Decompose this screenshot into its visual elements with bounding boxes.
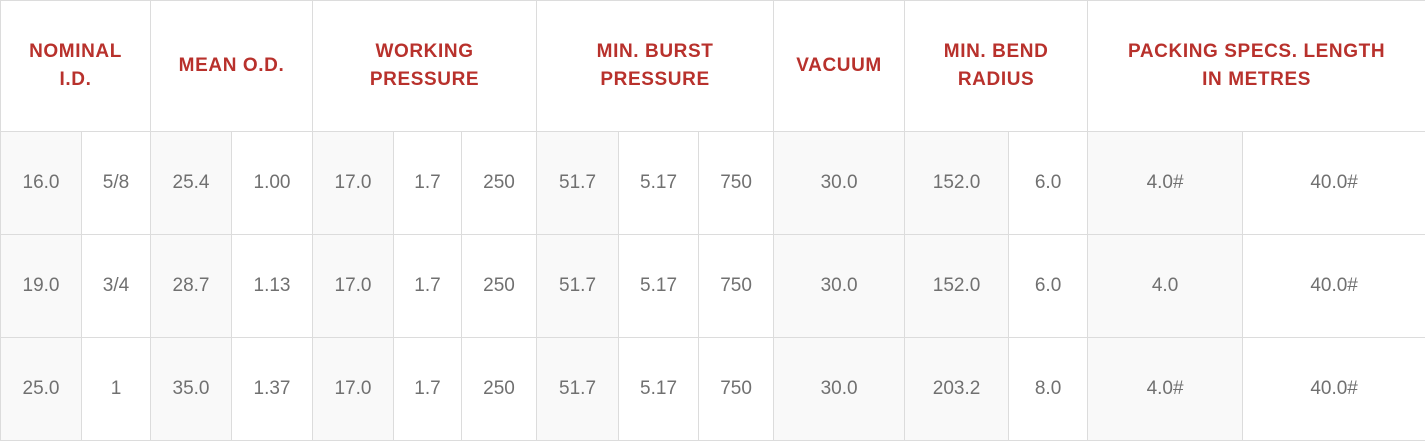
- header-row: NOMINAL I.D. MEAN O.D. WORKING PRESSURE …: [0, 0, 1425, 132]
- table-cell: 6.0: [1008, 234, 1089, 338]
- table-cell: 1.37: [231, 337, 314, 441]
- table-cell: 30.0: [773, 337, 906, 441]
- header-text: RADIUS: [957, 69, 1035, 90]
- table-cell: 250: [461, 337, 538, 441]
- table-cell: 4.0#: [1087, 131, 1244, 235]
- table-cell: 152.0: [904, 234, 1010, 338]
- table-cell: 40.0#: [1242, 131, 1425, 235]
- table-cell: 5.17: [618, 337, 700, 441]
- table-cell: 51.7: [536, 234, 620, 338]
- table-cell: 40.0#: [1242, 234, 1425, 338]
- table-row: 25.0 1 35.0 1.37 17.0 1.7 250 51.7 5.17 …: [0, 337, 1425, 441]
- header-text: NOMINAL: [29, 41, 122, 62]
- table-cell: 35.0: [150, 337, 233, 441]
- header-text: PACKING SPECS. LENGTH: [1128, 41, 1386, 62]
- header-min-bend-radius: MIN. BEND RADIUS: [904, 0, 1089, 132]
- table-cell: 250: [461, 131, 538, 235]
- table-cell: 250: [461, 234, 538, 338]
- header-vacuum: VACUUM: [773, 0, 906, 132]
- table-cell: 4.0#: [1087, 337, 1244, 441]
- table-cell: 1.13: [231, 234, 314, 338]
- table-cell: 750: [698, 234, 775, 338]
- table-cell: 5.17: [618, 131, 700, 235]
- table-cell: 1: [80, 337, 152, 441]
- table-cell: 30.0: [773, 131, 906, 235]
- table-cell: 5.17: [618, 234, 700, 338]
- header-text: MEAN O.D.: [178, 55, 285, 76]
- table-cell: 6.0: [1008, 131, 1089, 235]
- header-text: PRESSURE: [600, 69, 710, 90]
- header-mean-od: MEAN O.D.: [150, 0, 314, 132]
- table-cell: 28.7: [150, 234, 233, 338]
- table-row: 19.0 3/4 28.7 1.13 17.0 1.7 250 51.7 5.1…: [0, 234, 1425, 338]
- table-cell: 30.0: [773, 234, 906, 338]
- table-cell: 51.7: [536, 131, 620, 235]
- table-cell: 1.7: [393, 337, 463, 441]
- header-min-burst-pressure: MIN. BURST PRESSURE: [536, 0, 775, 132]
- table-cell: 40.0#: [1242, 337, 1425, 441]
- header-nominal-id: NOMINAL I.D.: [0, 0, 152, 132]
- table-cell: 203.2: [904, 337, 1010, 441]
- header-text: IN METRES: [1202, 69, 1312, 90]
- table-cell: 3/4: [80, 234, 152, 338]
- table-cell: 1.7: [393, 131, 463, 235]
- header-working-pressure: WORKING PRESSURE: [312, 0, 538, 132]
- table-cell: 19.0: [0, 234, 82, 338]
- table-cell: 1.00: [231, 131, 314, 235]
- table-cell: 25.0: [0, 337, 82, 441]
- table-cell: 16.0: [0, 131, 82, 235]
- table-cell: 4.0: [1087, 234, 1244, 338]
- table-cell: 5/8: [80, 131, 152, 235]
- table-cell: 25.4: [150, 131, 233, 235]
- table-cell: 1.7: [393, 234, 463, 338]
- header-text: WORKING: [375, 41, 474, 62]
- header-text: I.D.: [59, 69, 92, 90]
- table-row: 16.0 5/8 25.4 1.00 17.0 1.7 250 51.7 5.1…: [0, 131, 1425, 235]
- header-packing-specs: PACKING SPECS. LENGTH IN METRES: [1087, 0, 1425, 132]
- header-text: MIN. BEND: [943, 41, 1049, 62]
- table-cell: 750: [698, 131, 775, 235]
- table-cell: 750: [698, 337, 775, 441]
- table-cell: 17.0: [312, 234, 395, 338]
- header-text: VACUUM: [796, 55, 882, 76]
- table-cell: 152.0: [904, 131, 1010, 235]
- header-text: MIN. BURST: [596, 41, 714, 62]
- table-cell: 51.7: [536, 337, 620, 441]
- table-cell: 8.0: [1008, 337, 1089, 441]
- table-cell: 17.0: [312, 337, 395, 441]
- table-cell: 17.0: [312, 131, 395, 235]
- header-text: PRESSURE: [369, 69, 480, 90]
